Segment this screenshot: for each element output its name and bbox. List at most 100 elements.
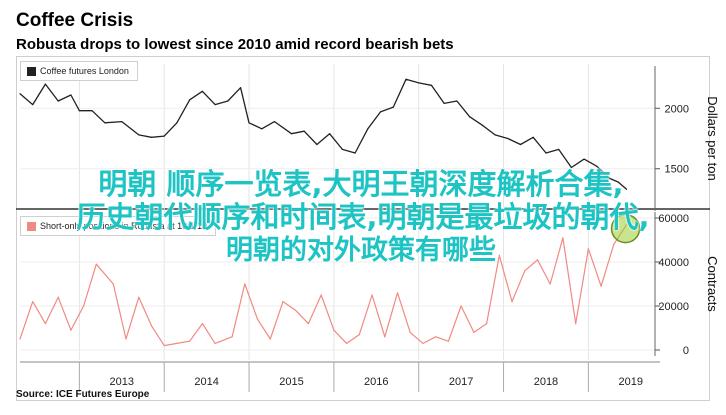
legend-positions-label: Short-only positions in Robusta at 10/1/…: [40, 221, 208, 231]
price-data-point: [481, 124, 483, 126]
price-data-point: [32, 104, 34, 106]
chart-frame: [16, 56, 710, 401]
positions-data-point: [44, 323, 47, 325]
price-data-point: [189, 99, 191, 101]
price-data-point: [261, 128, 263, 130]
price-data-point: [570, 166, 573, 169]
positions-data-point: [447, 340, 450, 342]
x-tick-label: 2017: [449, 376, 473, 388]
price-data-point: [418, 82, 420, 84]
positions-data-point: [231, 336, 233, 338]
positions-data-point: [32, 301, 34, 303]
price-data-point: [443, 102, 445, 105]
y-tick-label: 2000: [665, 103, 689, 115]
x-tick-label: 2014: [194, 376, 218, 388]
price-data-point: [341, 148, 343, 150]
positions-data-point: [524, 270, 526, 272]
positions-data-point: [201, 323, 203, 325]
positions-data-point: [176, 342, 178, 344]
price-data-point: [201, 90, 203, 92]
positions-data-point: [485, 323, 488, 325]
price-data-point: [19, 93, 21, 95]
positions-data-point: [422, 342, 424, 344]
price-data-point: [392, 106, 394, 108]
price-data-point: [303, 130, 305, 132]
positions-data-point: [244, 283, 246, 285]
positions-data-point: [498, 254, 500, 256]
price-data-point: [494, 134, 496, 136]
positions-data-point: [189, 340, 191, 342]
positions-data-point: [83, 305, 85, 307]
price-data-point: [44, 83, 47, 85]
positions-data-point: [95, 263, 97, 265]
positions-data-point: [384, 336, 386, 338]
positions-data-point: [295, 309, 297, 311]
x-tick-label: 2016: [364, 376, 388, 388]
price-data-point: [316, 143, 318, 146]
price-data-point: [545, 152, 547, 154]
price-data-point: [329, 133, 331, 135]
price-data-point: [248, 122, 250, 124]
positions-data-point: [57, 296, 59, 298]
x-tick-label: 2015: [279, 376, 303, 388]
positions-data-point: [371, 294, 373, 296]
positions-data-point: [562, 237, 564, 239]
y-tick-label: 1500: [665, 164, 689, 176]
y-tick-label: 0: [683, 345, 689, 357]
positions-data-point: [613, 243, 615, 245]
positions-data-point: [435, 336, 437, 338]
price-data-point: [469, 116, 471, 118]
price-data-point: [78, 110, 80, 112]
price-data-point: [617, 181, 619, 183]
y-tick-label: 40000: [658, 257, 689, 269]
source-note: Source: ICE Futures Europe: [16, 389, 150, 400]
chart-title: Coffee Crisis: [16, 10, 134, 31]
legend-positions: Short-only positions in Robusta at 10/1/…: [20, 216, 217, 236]
positions-data-point: [346, 342, 348, 344]
price-data-point: [70, 94, 72, 96]
legend-positions-swatch: [27, 221, 36, 231]
price-data-point: [150, 136, 153, 138]
positions-data-point: [600, 285, 602, 287]
price-series-line: [19, 78, 628, 190]
price-data-point: [430, 84, 433, 86]
price-data-point: [625, 188, 628, 190]
positions-data-point: [138, 296, 140, 298]
positions-data-point: [307, 323, 310, 325]
price-data-point: [596, 165, 598, 167]
positions-data-point: [333, 329, 335, 331]
price-data-point: [163, 135, 165, 137]
legend-price-label: Coffee futures London: [40, 66, 129, 76]
y-tick-label: 60000: [658, 213, 689, 225]
positions-data-point: [256, 318, 259, 320]
positions-data-point: [163, 345, 165, 347]
positions-data-point: [358, 334, 360, 336]
price-data-point: [176, 122, 178, 124]
positions-data-point: [70, 329, 72, 331]
highlight-circle: [610, 213, 641, 244]
y-axis-title: Dollars per ton: [705, 96, 720, 181]
positions-series-line: [19, 224, 628, 347]
positions-data-point: [269, 338, 271, 340]
positions-data-point: [320, 294, 322, 296]
positions-data-point: [473, 331, 475, 333]
positions-data-point: [549, 283, 551, 285]
price-data-point: [367, 128, 369, 130]
x-tick-label: 2018: [534, 376, 558, 388]
positions-data-point: [150, 325, 153, 327]
price-data-point: [227, 100, 229, 102]
legend-price: Coffee futures London: [20, 61, 138, 81]
positions-data-point: [214, 342, 216, 344]
price-data-point: [558, 148, 560, 150]
positions-data-point: [282, 301, 284, 303]
positions-data-point: [460, 305, 462, 307]
price-data-point: [239, 87, 242, 89]
legend-price-swatch: [27, 66, 36, 76]
positions-data-point: [575, 323, 577, 325]
positions-data-point: [19, 338, 21, 340]
x-tick-label: 2013: [110, 376, 134, 388]
price-data-point: [354, 152, 356, 154]
positions-data-point: [112, 283, 114, 285]
price-data-point: [138, 134, 140, 136]
